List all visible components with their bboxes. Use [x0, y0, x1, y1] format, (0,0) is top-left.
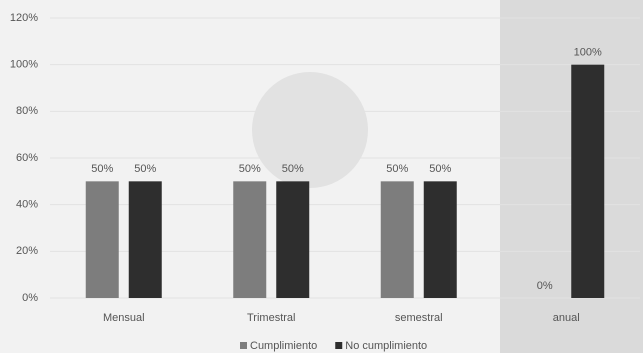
value-label: 50% — [282, 163, 304, 175]
value-label: 50% — [134, 163, 156, 175]
bar — [85, 181, 119, 298]
legend-swatch — [240, 342, 247, 349]
value-label: 0% — [537, 280, 553, 292]
bar — [233, 181, 267, 298]
background-shape — [252, 72, 368, 188]
value-label: 50% — [429, 163, 451, 175]
value-label: 50% — [91, 163, 113, 175]
y-tick-label: 80% — [16, 105, 38, 117]
x-tick-label: semestral — [395, 312, 443, 324]
bar — [380, 181, 414, 298]
value-label: 50% — [239, 163, 261, 175]
y-tick-label: 0% — [22, 292, 38, 304]
legend-swatch — [335, 342, 343, 349]
x-tick-label: anual — [553, 312, 580, 324]
bar — [276, 181, 310, 298]
legend-label: No cumplimiento — [345, 340, 427, 352]
x-tick-label: Trimestral — [247, 312, 295, 324]
y-tick-label: 120% — [10, 12, 38, 24]
legend-label: Cumplimiento — [250, 340, 317, 352]
y-tick-label: 20% — [16, 245, 38, 257]
value-label: 50% — [386, 163, 408, 175]
bar — [423, 181, 457, 298]
y-tick-label: 100% — [10, 59, 38, 71]
value-label: 100% — [574, 47, 602, 59]
bar — [571, 64, 605, 299]
x-tick-label: Mensual — [103, 312, 145, 324]
y-tick-label: 60% — [16, 152, 38, 164]
y-tick-label: 40% — [16, 199, 38, 211]
bar — [128, 181, 162, 298]
